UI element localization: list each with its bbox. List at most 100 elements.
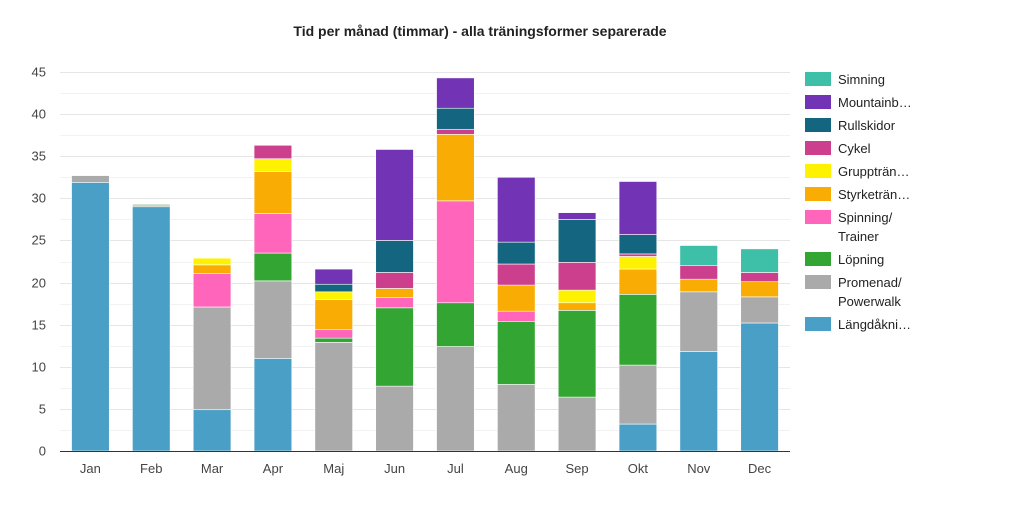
bar-segment[interactable]	[253, 158, 293, 172]
bar-segment[interactable]	[375, 288, 414, 299]
bar-segment[interactable]	[618, 181, 658, 235]
legend-item[interactable]: Rullskidor	[805, 118, 896, 133]
legend-swatch	[805, 275, 831, 289]
bar-segment[interactable]	[557, 310, 597, 398]
bar-segment[interactable]	[740, 272, 779, 283]
bar-segment[interactable]	[253, 280, 293, 359]
bar-segment[interactable]	[132, 206, 171, 452]
bar-segment[interactable]	[740, 281, 779, 298]
bar-segment[interactable]	[618, 256, 658, 270]
legend-item[interactable]: Mountainb…	[805, 95, 912, 110]
bar-segment[interactable]	[375, 272, 414, 289]
bar-segment[interactable]	[436, 107, 475, 130]
legend-item[interactable]: Cykel	[805, 141, 871, 156]
bar-segment[interactable]	[740, 248, 779, 273]
bar-segment[interactable]	[557, 289, 597, 304]
bar-segment[interactable]	[618, 364, 658, 425]
bar-segment[interactable]	[497, 310, 536, 322]
bar-segment[interactable]	[679, 291, 718, 352]
legend-item[interactable]: Styrketrän…	[805, 187, 910, 202]
bar-stack-dec	[740, 248, 779, 452]
bar-segment[interactable]	[679, 351, 718, 452]
bar-segment[interactable]	[436, 128, 475, 135]
y-tick-label: 15	[32, 318, 46, 333]
bar-segment[interactable]	[253, 358, 293, 452]
bar-segment[interactable]	[192, 257, 232, 266]
bar-segment[interactable]	[436, 302, 475, 347]
bar-segment[interactable]	[436, 346, 475, 452]
bar-segment[interactable]	[679, 265, 718, 280]
bar-segment[interactable]	[375, 307, 414, 387]
x-tick-label: Sep	[566, 461, 589, 476]
bar-stack-nov	[679, 245, 718, 452]
legend-item[interactable]: Löpning	[805, 252, 884, 267]
bar-segment[interactable]	[557, 396, 597, 452]
bar-segment[interactable]	[497, 384, 536, 452]
bar-segment[interactable]	[314, 337, 353, 343]
legend-item[interactable]: Promenad/Powerwalk	[805, 275, 902, 309]
bar-stack-jun	[375, 149, 414, 452]
bar-segment[interactable]	[375, 149, 414, 241]
bar-segment[interactable]	[557, 219, 597, 263]
legend-label: Gruppträn…	[838, 164, 910, 179]
bar-segment[interactable]	[314, 291, 353, 300]
chart-title: Tid per månad (timmar) - alla träningsfo…	[293, 23, 666, 39]
bar-segment[interactable]	[314, 268, 353, 285]
bar-segment[interactable]	[740, 322, 779, 452]
bar-segment[interactable]	[497, 241, 536, 265]
bar-segment[interactable]	[253, 171, 293, 214]
bar-segment[interactable]	[618, 423, 658, 452]
bar-segment[interactable]	[71, 182, 110, 452]
bar-segment[interactable]	[375, 385, 414, 452]
bar-segment[interactable]	[436, 134, 475, 202]
bar-segment[interactable]	[192, 272, 232, 308]
legend-item[interactable]: Gruppträn…	[805, 164, 910, 179]
y-tick-label: 25	[32, 233, 46, 248]
legend-label: Promenad/Powerwalk	[838, 275, 902, 309]
bar-segment[interactable]	[192, 264, 232, 274]
bar-segment[interactable]	[314, 329, 353, 339]
bar-segment[interactable]	[618, 234, 658, 255]
bar-segment[interactable]	[375, 240, 414, 273]
bar-segment[interactable]	[314, 283, 353, 293]
bar-segment[interactable]	[314, 299, 353, 331]
legend-item[interactable]: Längdåkni…	[805, 317, 911, 332]
bar-segment[interactable]	[618, 294, 658, 366]
bar-segment[interactable]	[497, 263, 536, 286]
x-tick-label: Aug	[505, 461, 528, 476]
y-tick-label: 30	[32, 191, 46, 206]
bar-segment[interactable]	[557, 262, 597, 291]
legend-label: Längdåkni…	[838, 317, 911, 332]
bar-segment[interactable]	[132, 203, 171, 206]
bar-segment[interactable]	[436, 200, 475, 304]
bar-segment[interactable]	[497, 320, 536, 385]
bar-segment[interactable]	[618, 268, 658, 295]
bar-segment[interactable]	[253, 144, 293, 160]
bar-segment[interactable]	[557, 302, 597, 311]
bar-stack-mar	[192, 257, 232, 452]
bar-segment[interactable]	[436, 77, 475, 109]
legend-label: Styrketrän…	[838, 187, 910, 202]
bar-segment[interactable]	[679, 245, 718, 267]
x-tick-label: Jun	[384, 461, 405, 476]
legend-item[interactable]: Spinning/Trainer	[805, 210, 893, 244]
bar-segment[interactable]	[253, 252, 293, 282]
bar-segment[interactable]	[375, 297, 414, 309]
bar-segment[interactable]	[740, 296, 779, 324]
legend-item[interactable]: Simning	[805, 72, 885, 87]
bar-segment[interactable]	[497, 176, 536, 243]
bar-segment[interactable]	[253, 213, 293, 254]
bar-stack-aug	[497, 176, 536, 452]
x-tick-label: Apr	[263, 461, 284, 476]
bar-segment[interactable]	[192, 409, 232, 452]
bar-segment[interactable]	[71, 175, 110, 183]
bar-segment[interactable]	[192, 306, 232, 411]
x-tick-label: Maj	[323, 461, 344, 476]
bar-segment[interactable]	[557, 212, 597, 220]
bar-segment[interactable]	[314, 342, 353, 452]
bar-segment[interactable]	[618, 253, 658, 257]
legend-swatch	[805, 317, 831, 331]
bar-segment[interactable]	[679, 278, 718, 293]
bar-segment[interactable]	[497, 284, 536, 312]
